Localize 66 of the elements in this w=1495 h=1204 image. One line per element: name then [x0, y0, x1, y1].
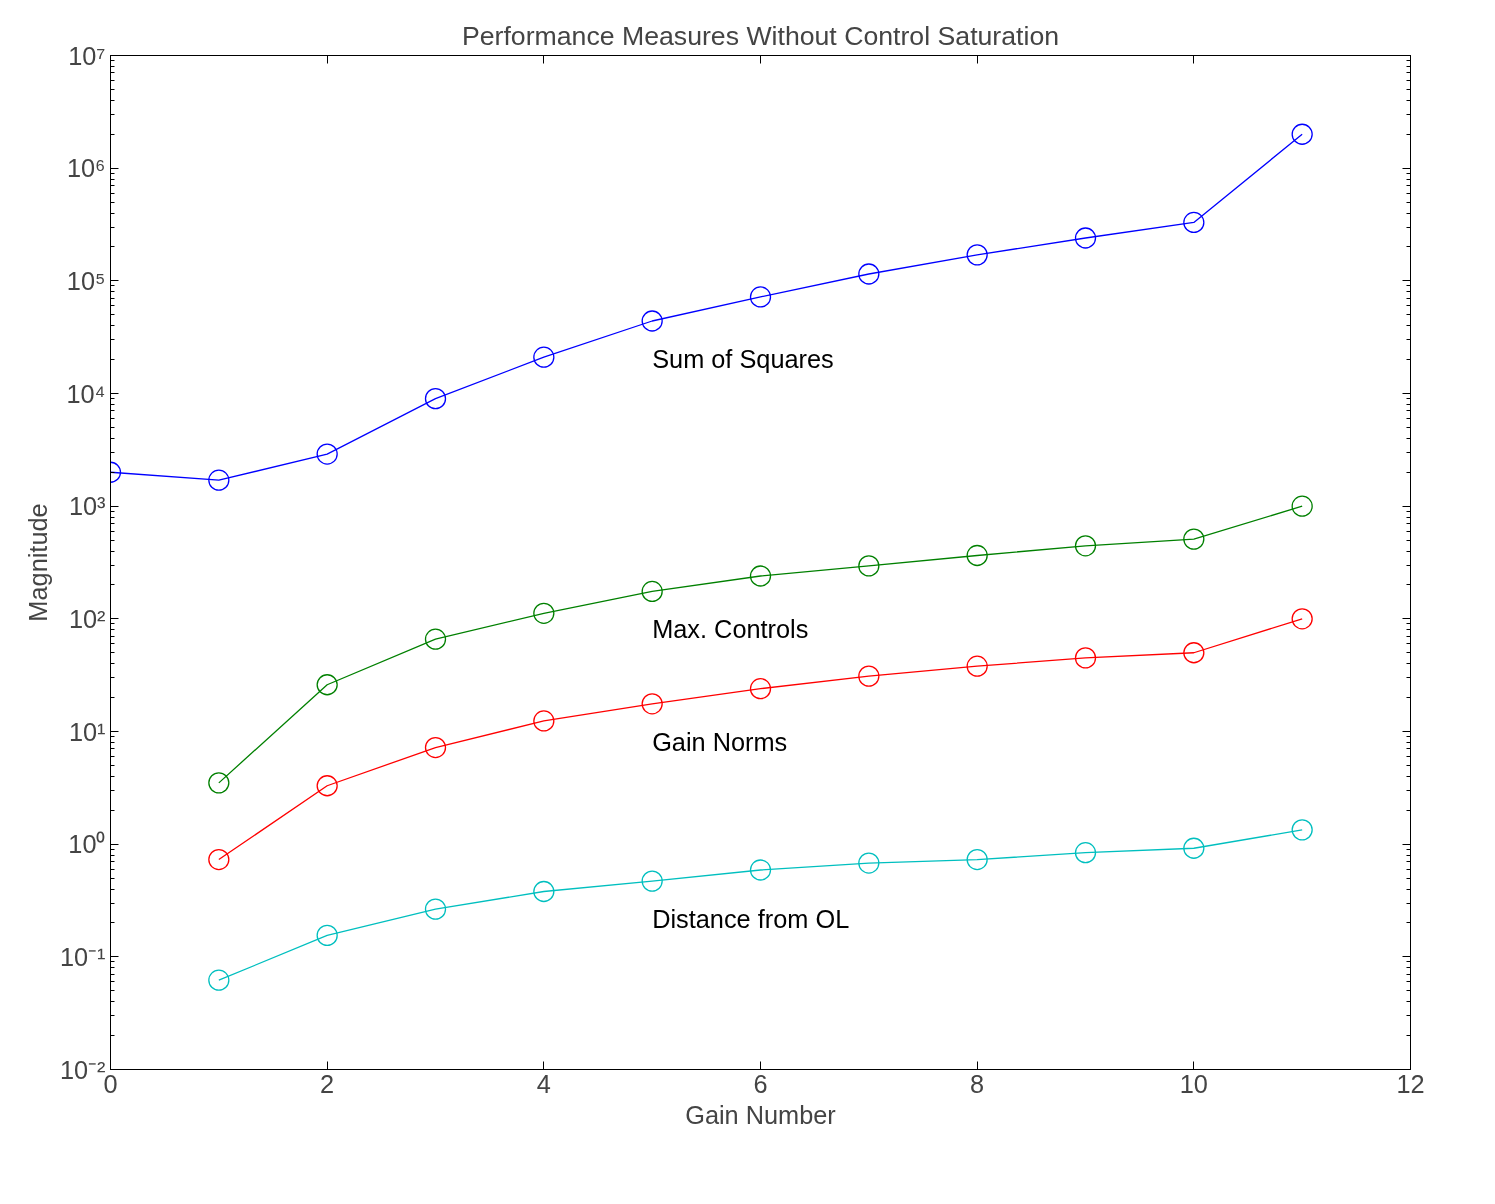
point [316, 775, 338, 797]
point [641, 310, 663, 332]
y-tick-label: 10⁴ [66, 379, 106, 408]
point [749, 286, 772, 308]
point [1291, 819, 1313, 841]
point [858, 263, 880, 285]
point [1074, 535, 1097, 557]
point [533, 880, 555, 903]
point [208, 772, 230, 794]
x-tick-label: 6 [753, 1069, 768, 1098]
point [858, 665, 880, 687]
x-axis-title: Gain Number [685, 1100, 837, 1129]
point [749, 565, 772, 587]
y-tick-label: 10⁰ [68, 830, 106, 859]
y-tick-label: 10⁷ [68, 41, 106, 70]
y-tick-label: 10⁶ [66, 154, 106, 183]
point [641, 580, 663, 603]
point [208, 848, 230, 871]
point [1291, 495, 1313, 517]
point [424, 628, 447, 650]
point [1074, 227, 1097, 249]
point [1074, 647, 1097, 669]
point [533, 602, 555, 624]
point [1291, 123, 1313, 145]
point [966, 848, 988, 871]
point [966, 655, 988, 677]
point [424, 898, 447, 920]
point [749, 678, 772, 700]
point [1183, 642, 1205, 664]
point [1183, 211, 1205, 234]
point [424, 736, 447, 759]
point [966, 544, 988, 567]
x-tick-label: 10 [1179, 1069, 1208, 1098]
point [208, 469, 230, 491]
x-tick-label: 2 [320, 1069, 335, 1098]
point [1183, 528, 1205, 550]
y-tick-label: 10² [68, 604, 106, 633]
x-tick-label: 4 [536, 1069, 551, 1098]
point [424, 388, 447, 410]
point [641, 870, 663, 892]
point [858, 555, 880, 577]
x-tick-label: 12 [1396, 1069, 1425, 1098]
point [316, 443, 338, 465]
series-label: Sum of Squares [652, 345, 834, 373]
point [316, 674, 338, 696]
series-label: Gain Norms [652, 727, 788, 756]
y-tick-label: 10¹ [68, 717, 106, 746]
series-label: Max. Controls [652, 615, 809, 644]
point [966, 244, 988, 266]
y-axis-title: Magnitude [23, 503, 52, 622]
point [641, 693, 663, 715]
point [533, 346, 555, 368]
y-tick-label: 10³ [68, 492, 106, 521]
chart-title: Performance Measures Without Control Saturation [461, 20, 1060, 51]
point [1183, 837, 1205, 859]
point [208, 969, 230, 991]
point [1074, 842, 1097, 864]
point [316, 924, 338, 947]
point [533, 710, 555, 732]
series-label: Distance from OL [652, 905, 850, 934]
point [749, 859, 772, 881]
point [858, 852, 880, 874]
y-tick-label: 10⁵ [66, 266, 106, 295]
point [1291, 608, 1313, 630]
x-tick-label: 8 [970, 1069, 985, 1098]
y-tick-label: 10⁻¹ [59, 942, 106, 971]
